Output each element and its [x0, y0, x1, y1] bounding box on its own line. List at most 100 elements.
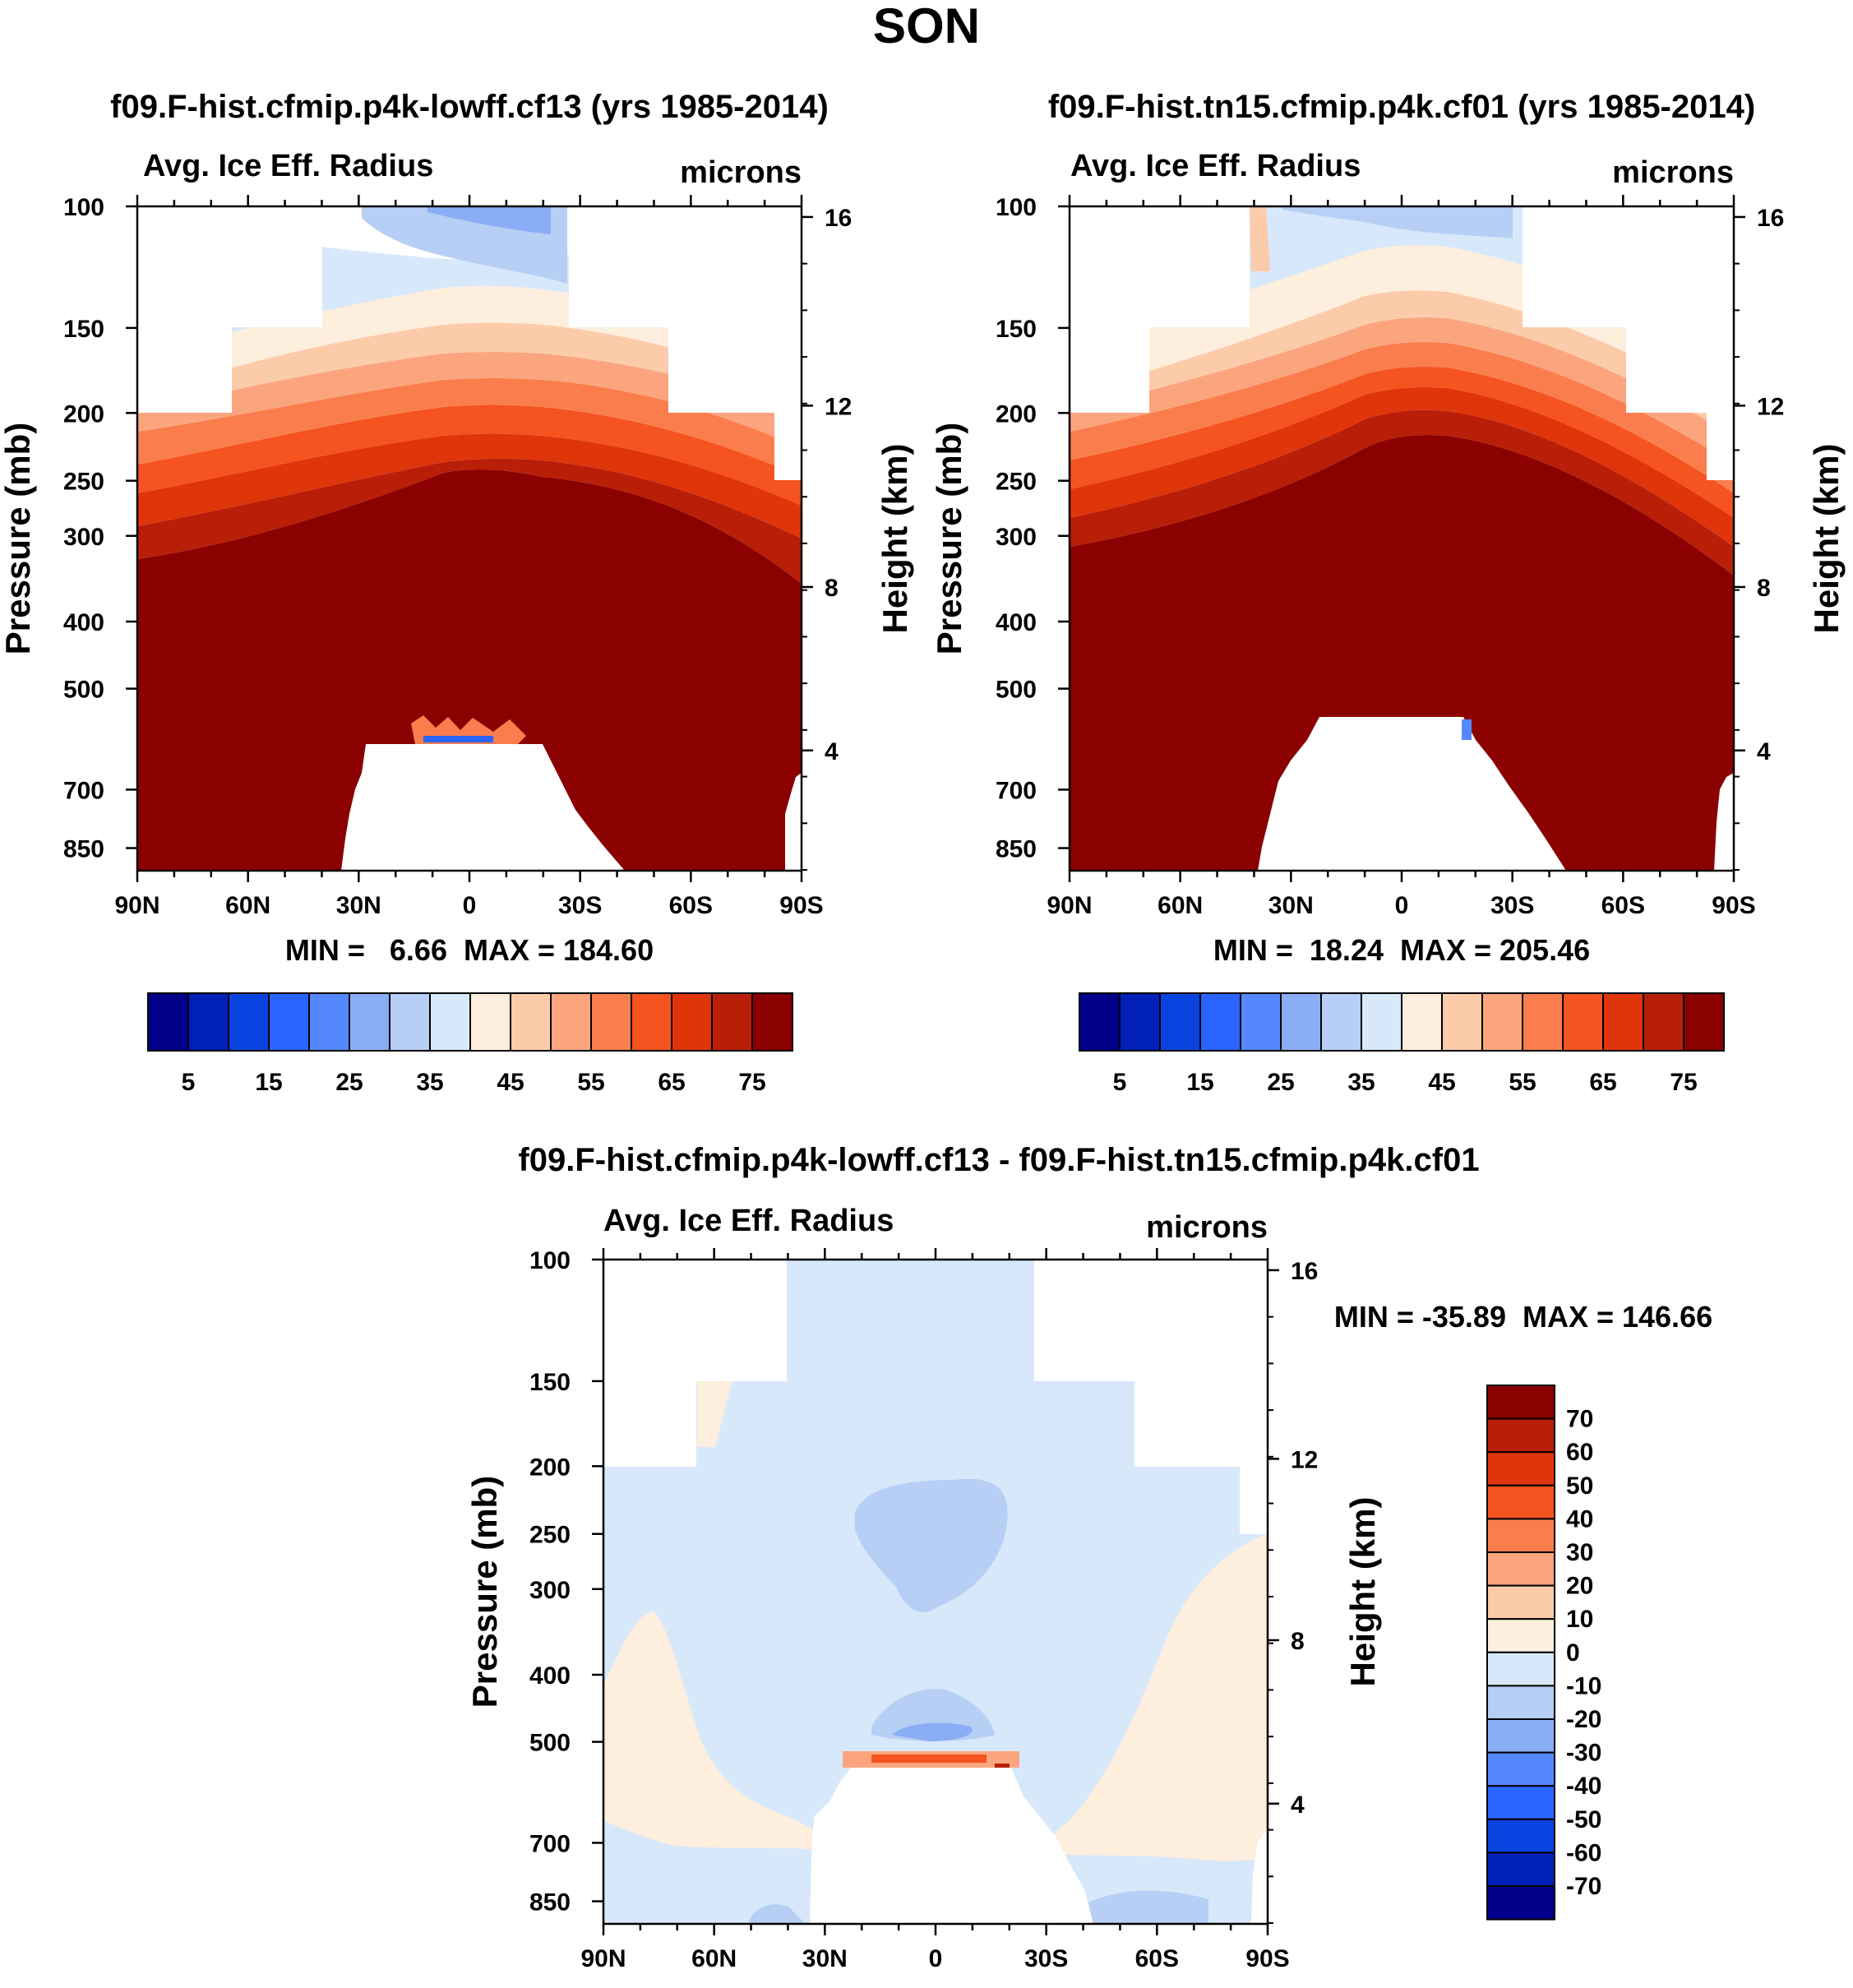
panel-c-colorbar-box [1486, 1852, 1555, 1887]
panel-c-colorbar-box [1486, 1417, 1555, 1454]
panel-b-colorbar-box [1361, 992, 1402, 1052]
panel-a-colorbar-box [187, 992, 229, 1052]
panel-c-mask-top [603, 1260, 1268, 1534]
panel-c-xtick-label: 90S [1245, 1945, 1289, 1972]
panel-a-xtick-label: 0 [463, 892, 477, 919]
panel-b-band-40-ne [1250, 206, 1270, 271]
panel-c-band-plus10-south [1044, 1533, 1268, 1861]
panel-b-band-60 [1070, 367, 1734, 518]
panel-a-colorbar-label: 35 [416, 1069, 443, 1096]
panel-a-colorbar-box [349, 992, 390, 1052]
panel-c-colorbar-label: -20 [1566, 1706, 1601, 1733]
panel-b-colorbar-label: 15 [1186, 1069, 1213, 1096]
panel-b-band-75 [1070, 435, 1734, 871]
panel-c-band-minus10-north-sfc [748, 1904, 806, 1924]
panel-a-title: f09.F-hist.cfmip.p4k-lowff.cf13 (yrs 198… [110, 89, 829, 125]
panel-c-xtick-label: 0 [929, 1945, 943, 1972]
panel-c-title: f09.F-hist.cfmip.p4k-lowff.cf13 - f09.F-… [518, 1142, 1479, 1178]
panel-b-xtick-label: 60N [1158, 892, 1203, 919]
panel-b-xtick-label: 90N [1047, 892, 1092, 919]
panel-b-xtick-label: 60S [1601, 892, 1645, 919]
panel-a-orography-blue [423, 736, 493, 742]
panel-c-colorbar-box [1486, 1785, 1555, 1820]
panel-b-ytick-label: 500 [996, 677, 1037, 704]
panel-b-y2tick-label: 4 [1757, 738, 1771, 765]
panel-c-terrain [810, 1768, 1093, 1924]
panel-c-band-minus30-lower [892, 1722, 973, 1741]
panel-a-colorbar: 5 15 25 35 45 55 65 75 [147, 992, 793, 1096]
panel-a-colorbar-box [631, 992, 672, 1052]
panel-b: f09.F-hist.tn15.cfmip.p4k.cf01 (yrs 1985… [930, 89, 1846, 1096]
panel-b-ytick-label: 250 [996, 469, 1037, 496]
panel-a-xtick-label: 90N [114, 892, 159, 919]
panel-a-colorbar-label: 45 [497, 1069, 524, 1096]
panel-c-field [603, 1260, 1268, 1924]
panel-b-colorbar-box [1441, 992, 1483, 1052]
panel-a-y2tick-label: 16 [825, 205, 852, 232]
panel-c-colorbar-label: 0 [1566, 1639, 1580, 1667]
panel-a-terrain-south [785, 773, 802, 871]
panel-a-ytick-label: 200 [63, 400, 104, 428]
panel-a-stats: MIN = 6.66 MAX = 184.60 [285, 933, 654, 967]
panel-b-colorbar-box [1280, 992, 1322, 1052]
panel-a-variable: Avg. Ice Eff. Radius [143, 149, 433, 183]
panel-a-ytick-label: 500 [63, 677, 104, 704]
panel-c-colorbar-box [1486, 1451, 1555, 1486]
panel-a-xtick-label: 90S [779, 892, 823, 919]
panel-a-band-60 [137, 405, 802, 506]
panel-c-xtick-label: 30N [802, 1945, 848, 1972]
panel-a-band-65 [137, 433, 802, 539]
panel-a-band-55 [137, 378, 802, 477]
panel-c-band-plus10-north [603, 1611, 818, 1850]
panel-b-colorbar: 5 15 25 35 45 55 65 75 [1079, 992, 1725, 1096]
panel-a-colorbar-box [751, 992, 793, 1052]
panel-b-colorbar-box [1481, 992, 1523, 1052]
panel-a-colorbar-label: 75 [738, 1069, 765, 1096]
panel-a-colorbar-label: 25 [335, 1069, 363, 1096]
panel-c-colorbar-label: -60 [1566, 1839, 1601, 1866]
panel-a-band-50 [137, 352, 802, 448]
panel-a-terrain [341, 744, 625, 871]
panel-a-colorbar-box [510, 992, 552, 1052]
panel-b-stats: MIN = 18.24 MAX = 205.46 [1213, 933, 1590, 967]
panel-c-axes: 90N 60N 30N 0 30S 60S 90S 100 150 200 250 300 400 500… [529, 1247, 1318, 1972]
panel-c-colorbar-label: 50 [1566, 1473, 1593, 1500]
panel-a-colorbar-box [590, 992, 632, 1052]
panel-b-ytick-label: 100 [996, 194, 1037, 221]
panel-b-colorbar-label: 65 [1589, 1069, 1616, 1096]
panel-b-orography-blue [1462, 719, 1472, 740]
panel-c-colorbar-label: -50 [1566, 1806, 1601, 1833]
panel-c-ytick-label: 700 [529, 1830, 571, 1857]
panel-c-band-minus20-upper [855, 1478, 1008, 1612]
panel-a-ytick-label: 250 [63, 469, 104, 496]
panel-c-colorbar-label: -10 [1566, 1672, 1601, 1699]
panel-b-xtick-label: 0 [1395, 892, 1409, 919]
panel-b-band-50 [1070, 317, 1734, 465]
panel-c-colorbar: 70 60 50 40 30 20 10 0 -10 -20 -30 -40 -50 -60 -70 [1486, 1385, 1601, 1921]
panel-a-xtick-label: 30S [558, 892, 602, 919]
panel-c-colorbar-label: 30 [1566, 1539, 1593, 1566]
panel-b-field [1070, 206, 1734, 871]
panel-b-band-70 [1070, 409, 1734, 576]
panel-b-ytick-label: 150 [996, 316, 1037, 343]
panel-a-axes: 90N 60N 30N 0 30S 60S 90S 100 150 200 250 300 400 500… [63, 194, 852, 919]
panel-b-colorbar-label: 75 [1670, 1069, 1697, 1096]
panel-a-band-45 [137, 322, 802, 415]
panel-b-ytick-label: 850 [996, 836, 1037, 863]
panel-c-y2tick-label: 8 [1291, 1628, 1305, 1655]
panel-a-colorbar-box [228, 992, 270, 1052]
panel-a-colorbar-label: 65 [658, 1069, 685, 1096]
panel-c-colorbar-box [1486, 1618, 1555, 1653]
panel-b-ytick-label: 300 [996, 524, 1037, 551]
panel-c-colorbar-box [1486, 1885, 1555, 1921]
panel-a-colorbar-label: 55 [577, 1069, 604, 1096]
panel-c-colorbar-box [1486, 1818, 1555, 1854]
panel-b-band-55 [1070, 342, 1734, 493]
panel-b-band-30 [1282, 206, 1513, 238]
panel-c-colorbar-label: 20 [1566, 1573, 1593, 1600]
panel-a-ylabel: Pressure (mb) [0, 423, 37, 654]
panel-b-variable: Avg. Ice Eff. Radius [1070, 149, 1361, 183]
panel-c-colorbar-box [1486, 1651, 1555, 1687]
panel-a-y2tick-label: 4 [825, 738, 839, 765]
